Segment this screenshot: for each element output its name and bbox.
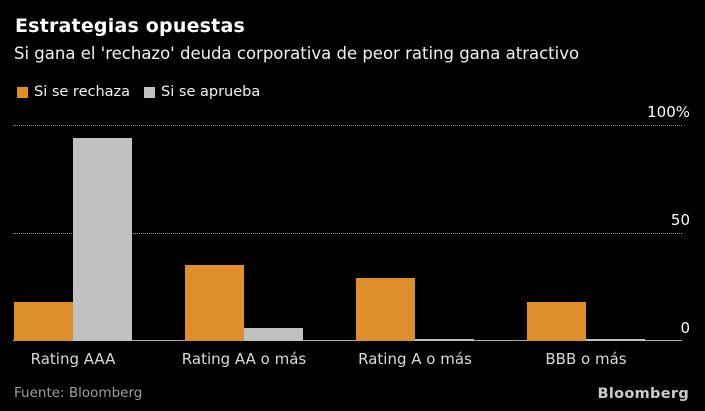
ytick-label-0: 0 [680, 319, 690, 337]
chart-subtitle: Si gana el 'rechazo' deuda corporativa d… [14, 44, 580, 63]
category-label-1: Rating AA o más [181, 350, 307, 368]
legend-label-rechaza: Si se rechaza [34, 84, 131, 100]
bar-rechaza-0 [14, 302, 73, 341]
ytick-label-100: 100% [647, 103, 690, 121]
legend-item-rechaza: Si se rechaza [17, 84, 130, 100]
legend-swatch-rechaza-icon [17, 86, 28, 98]
gridline-50 [13, 233, 682, 234]
legend: Si se rechaza Si se aprueba [17, 84, 260, 100]
gridline-100 [13, 125, 682, 126]
legend-item-aprueba: Si se aprueba [144, 84, 260, 100]
bar-rechaza-1 [185, 265, 244, 341]
source-note: Fuente: Bloomberg [14, 385, 143, 401]
bar-aprueba-2 [415, 339, 474, 341]
category-label-0: Rating AAA [30, 350, 116, 368]
bar-rechaza-2 [356, 278, 415, 341]
chart-title: Estrategias opuestas [15, 15, 245, 37]
x-axis-labels: Rating AAA Rating AA o más Rating A o más B… [13, 350, 682, 370]
bloomberg-logo: Bloomberg [597, 386, 689, 402]
category-label-3: BBB o más [545, 350, 627, 368]
bar-rechaza-3 [527, 302, 586, 341]
plot-area: 100% 50 0 [13, 103, 690, 341]
x-axis-line [13, 340, 682, 341]
legend-swatch-aprueba-icon [144, 86, 156, 98]
bar-aprueba-1 [244, 328, 303, 341]
bar-aprueba-0 [73, 138, 132, 341]
ytick-label-50: 50 [670, 211, 690, 229]
bar-aprueba-3 [586, 339, 645, 341]
legend-label-aprueba: Si se aprueba [161, 84, 261, 100]
category-label-2: Rating A o más [358, 350, 472, 368]
